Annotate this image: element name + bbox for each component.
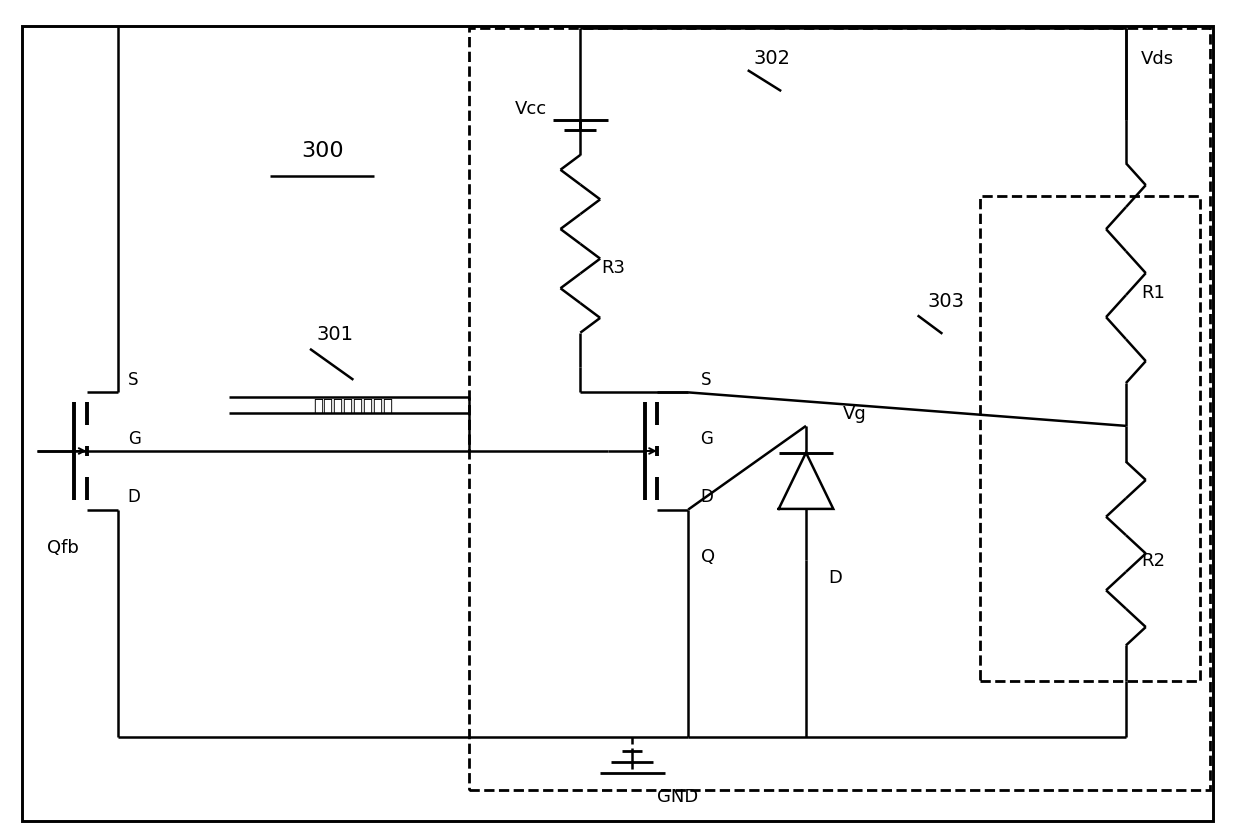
Text: G: G [701,429,713,447]
Text: G: G [128,429,140,447]
Text: S: S [128,370,138,389]
Text: 301: 301 [316,325,353,344]
Text: Vds: Vds [1141,49,1174,68]
Text: Qfb: Qfb [47,538,79,557]
Text: 300: 300 [301,140,343,161]
Text: 主开关管控制电路: 主开关管控制电路 [314,396,393,415]
Text: R2: R2 [1141,551,1164,569]
Text: S: S [701,370,711,389]
Text: Vcc: Vcc [515,99,547,118]
Text: R1: R1 [1141,283,1164,302]
Text: 303: 303 [928,292,965,310]
Text: GND: GND [657,787,698,805]
Text: Q: Q [701,547,714,565]
Text: D: D [701,487,713,506]
Text: D: D [128,487,140,506]
Text: D: D [828,568,842,586]
Text: 302: 302 [754,49,791,68]
Bar [469,29,1210,790]
Bar [980,196,1200,681]
Text: Vg: Vg [843,405,867,423]
Text: R3: R3 [601,258,625,277]
